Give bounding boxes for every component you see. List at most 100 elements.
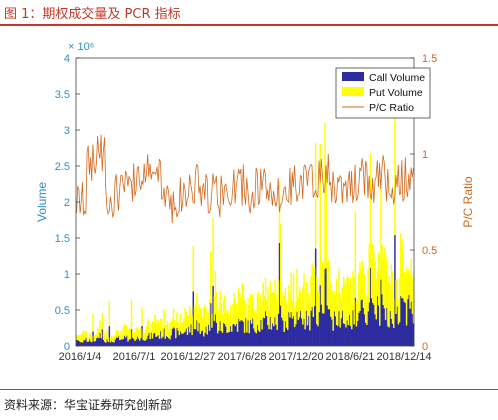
put-volume-bar — [89, 333, 92, 342]
put-volume-bar — [114, 334, 116, 340]
call-volume-bar — [194, 329, 197, 346]
call-volume-bar — [142, 339, 144, 346]
call-volume-bar — [286, 329, 289, 346]
call-volume-bar — [290, 311, 292, 346]
put-volume-bar — [154, 314, 156, 334]
call-volume-bar — [183, 332, 185, 346]
call-volume-bar — [110, 340, 113, 346]
call-volume-bar — [120, 339, 122, 346]
put-volume-bar — [384, 271, 387, 321]
call-volume-bar — [127, 341, 129, 346]
call-volume-bar — [295, 324, 297, 346]
put-volume-bar — [102, 330, 105, 340]
call-volume-bar — [122, 338, 125, 346]
put-volume-bar — [388, 276, 390, 328]
put-volume-bar — [373, 251, 375, 305]
call-volume-bar — [100, 338, 102, 346]
x-tick-label: 2017/6/28 — [218, 351, 267, 363]
put-volume-bar — [263, 296, 266, 319]
call-volume-bar — [240, 320, 242, 346]
put-volume-bar — [284, 287, 287, 322]
call-volume-bar — [304, 329, 306, 346]
put-volume-bar — [143, 333, 146, 341]
put-volume-bar — [379, 270, 381, 326]
call-volume-bar — [210, 303, 212, 346]
put-volume-bar — [256, 293, 259, 325]
call-volume-bar — [185, 328, 188, 346]
put-volume-bar — [286, 313, 289, 330]
put-volume-bar — [182, 322, 184, 334]
put-volume-bar — [342, 276, 345, 324]
put-volume-bar — [305, 281, 308, 311]
call-volume-bar — [101, 329, 104, 346]
call-volume-bar — [189, 332, 191, 346]
call-volume-bar — [113, 342, 115, 346]
put-volume-bar — [117, 330, 120, 337]
call-volume-bar — [403, 301, 405, 346]
call-volume-bar — [107, 341, 109, 346]
put-volume-bar — [156, 319, 158, 337]
call-volume-bar — [351, 329, 353, 346]
call-volume-bar — [354, 297, 357, 346]
call-volume-bar — [203, 336, 205, 346]
put-volume-bar — [137, 329, 140, 339]
call-volume-bar — [151, 338, 154, 346]
call-volume-bar — [300, 318, 303, 346]
put-volume-bar — [99, 320, 101, 333]
call-volume-bar — [398, 322, 401, 346]
call-volume-bar — [130, 329, 133, 346]
put-volume-bar — [391, 271, 394, 324]
call-volume-bar — [388, 327, 390, 346]
call-volume-bar — [283, 331, 285, 346]
call-volume-bar — [158, 338, 161, 346]
call-volume-bar — [159, 331, 162, 346]
put-volume-bar — [172, 308, 175, 328]
call-volume-bar — [87, 341, 90, 346]
call-volume-bar — [226, 332, 228, 346]
put-volume-bar — [360, 269, 362, 300]
call-volume-bar — [302, 324, 304, 346]
put-volume-bar — [298, 286, 301, 318]
put-volume-bar — [348, 283, 351, 315]
call-volume-bar — [218, 330, 220, 346]
call-volume-bar — [103, 341, 106, 346]
put-volume-bar — [238, 287, 240, 319]
call-volume-bar — [213, 320, 215, 346]
put-volume-bar — [219, 290, 221, 322]
put-volume-bar — [307, 294, 310, 316]
call-volume-bar — [98, 338, 100, 346]
call-volume-bar — [277, 313, 280, 346]
put-volume-bar — [303, 273, 305, 319]
put-volume-bar — [148, 319, 150, 333]
put-volume-bar — [212, 217, 214, 287]
put-volume-bar — [253, 309, 255, 329]
put-volume-bar — [334, 294, 337, 317]
call-volume-bar — [255, 333, 257, 346]
put-volume-bar — [278, 182, 281, 243]
call-volume-bar — [267, 325, 269, 346]
call-volume-bar — [157, 334, 160, 346]
put-volume-bar — [293, 307, 296, 328]
put-volume-bar — [184, 308, 186, 332]
call-volume-bar — [134, 340, 136, 346]
put-volume-bar — [79, 335, 81, 343]
pc-ratio-line — [76, 134, 414, 224]
call-volume-bar — [162, 336, 164, 346]
put-volume-bar — [145, 325, 148, 339]
call-volume-bar — [361, 299, 364, 346]
put-volume-bar — [390, 264, 393, 319]
put-volume-bar — [376, 269, 379, 297]
call-volume-bar — [272, 326, 275, 346]
call-volume-bar — [190, 324, 192, 346]
put-volume-bar — [121, 333, 123, 340]
put-volume-bar — [229, 305, 232, 327]
put-volume-bar — [144, 329, 147, 341]
put-volume-bar — [245, 303, 247, 319]
put-volume-bar — [196, 293, 198, 321]
put-volume-bar — [311, 263, 313, 308]
put-volume-bar — [91, 336, 93, 343]
put-volume-bar — [173, 320, 176, 329]
put-volume-bar — [327, 259, 330, 310]
call-volume-bar — [145, 338, 148, 346]
put-volume-bar — [190, 310, 192, 325]
